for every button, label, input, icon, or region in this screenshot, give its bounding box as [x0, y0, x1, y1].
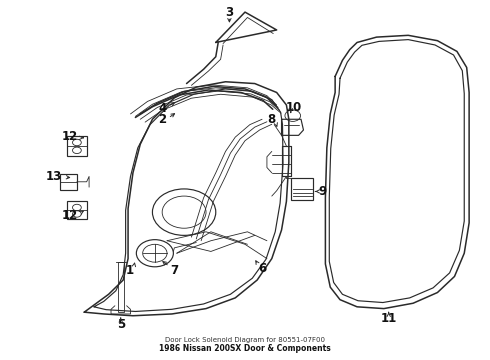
Text: 8: 8 — [268, 113, 276, 126]
Text: 2: 2 — [158, 113, 166, 126]
Text: 12: 12 — [61, 209, 78, 222]
Text: Door Lock Solenoid Diagram for 80551-07F00: Door Lock Solenoid Diagram for 80551-07F… — [165, 337, 325, 343]
Text: 3: 3 — [225, 6, 233, 19]
Text: 4: 4 — [158, 102, 166, 115]
Text: 1986 Nissan 200SX Door & Components: 1986 Nissan 200SX Door & Components — [159, 344, 331, 353]
Text: 10: 10 — [286, 101, 302, 114]
Text: 12: 12 — [61, 130, 78, 143]
Text: 6: 6 — [258, 262, 266, 275]
Text: 9: 9 — [319, 185, 327, 198]
Text: 11: 11 — [381, 312, 397, 325]
Text: 5: 5 — [117, 318, 125, 331]
Text: 7: 7 — [171, 264, 178, 276]
Text: 13: 13 — [46, 170, 62, 183]
Text: 1: 1 — [125, 264, 134, 276]
